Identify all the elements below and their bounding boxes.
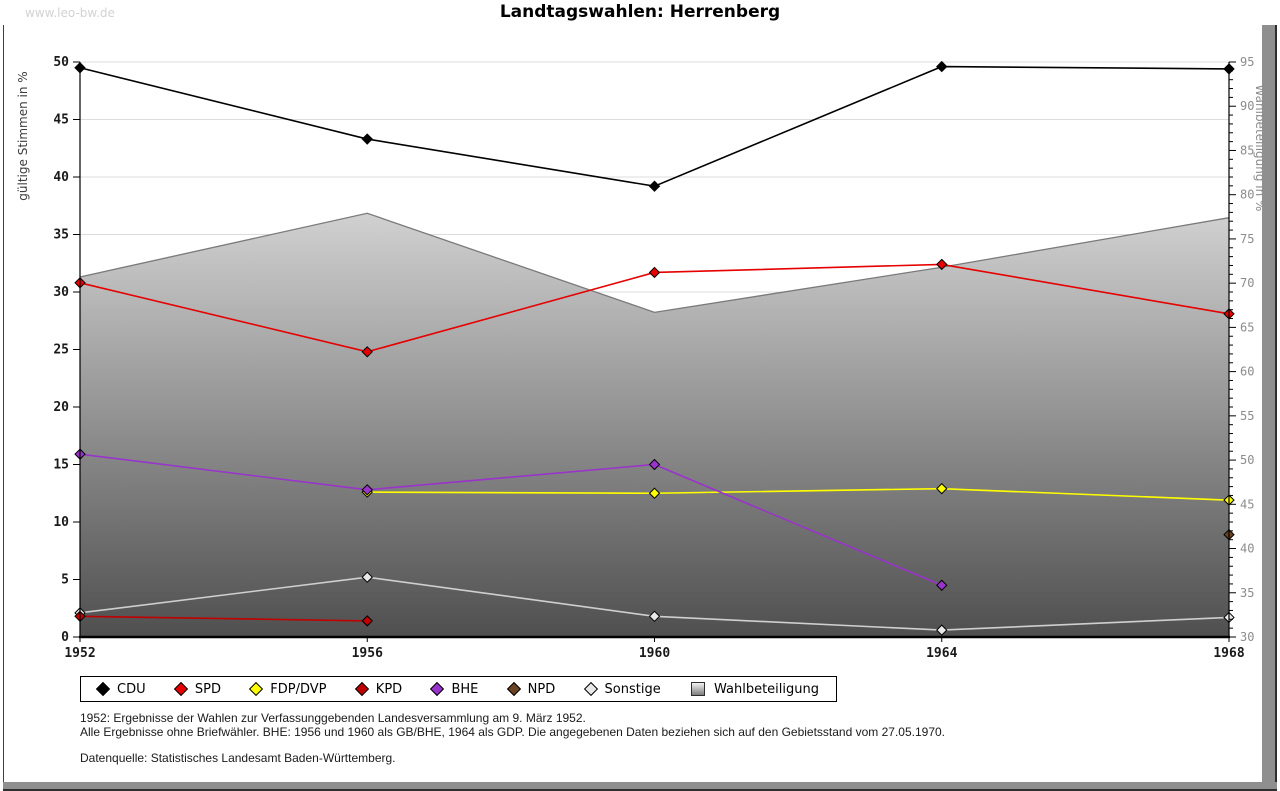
series-cdu [74,60,1235,192]
legend-item-bhe: BHE [430,681,479,697]
footnote-line-2: Alle Ergebnisse ohne Briefwähler. BHE: 1… [80,725,946,739]
svg-text:50: 50 [53,55,69,70]
fdpdvp-diamond-icon [249,681,264,697]
svg-text:45: 45 [53,113,69,128]
svg-text:70: 70 [1240,276,1254,290]
turnout-swatch-icon [690,682,705,696]
svg-text:0: 0 [61,630,69,645]
svg-text:30: 30 [53,285,69,300]
svg-text:80: 80 [1240,188,1254,202]
legend-label-spd: SPD [194,681,221,697]
svg-text:45: 45 [1240,497,1254,511]
footnotes: 1952: Ergebnisse der Wahlen zur Verfassu… [80,711,1200,765]
turnout-area [79,212,1230,637]
axes: 0 5 10 15 20 25 30 35 40 45 50 30 35 40 45 50 55 60 65 70 75… [53,55,1254,661]
svg-text:85: 85 [1240,143,1254,157]
svg-text:90: 90 [1240,99,1254,113]
legend-item-sonstige: Sonstige [583,681,661,697]
legend-item-spd: SPD [173,681,221,697]
legend-item-npd: NPD [506,681,556,697]
svg-text:40: 40 [53,170,69,185]
kpd-diamond-icon [354,681,369,697]
legend-label-wahlbeteiligung: Wahlbeteiligung [713,681,819,697]
legend-label-fdpdvp: FDP/DVP [270,681,327,697]
legend-item-kpd: KPD [354,681,403,697]
svg-text:75: 75 [1240,232,1254,246]
spd-diamond-icon [173,681,188,697]
sonstige-diamond-icon [583,681,598,697]
svg-text:10: 10 [53,515,69,530]
svg-text:15: 15 [53,458,69,473]
svg-text:65: 65 [1240,320,1254,334]
legend-item-fdpdvp: FDP/DVP [249,681,327,697]
horizontal-scrollbar[interactable] [3,782,1277,791]
frame-left-border [3,25,4,782]
legend-label-sonstige: Sonstige [604,681,661,697]
legend-label-bhe: BHE [451,681,479,697]
svg-text:35: 35 [1240,586,1254,600]
page-title: Landtagswahlen: Herrenberg [499,2,781,22]
svg-text:60: 60 [1240,365,1254,379]
svg-text:1968: 1968 [1213,646,1244,661]
footnote-line-1: 1952: Ergebnisse der Wahlen zur Verfassu… [80,711,586,725]
svg-text:25: 25 [53,343,69,358]
watermark: www.leo-bw.de [25,6,115,20]
svg-text:1964: 1964 [926,646,957,661]
svg-text:50: 50 [1240,453,1254,467]
npd-diamond-icon [506,681,521,697]
svg-text:55: 55 [1240,409,1254,423]
legend-item-cdu: CDU [95,681,146,697]
election-line-chart: 0 5 10 15 20 25 30 35 40 45 50 30 35 40 45 50 55 60 65 70 75… [16,55,1267,661]
svg-text:1956: 1956 [352,646,383,661]
svg-text:1960: 1960 [639,646,670,661]
series-sonstige [74,571,1235,636]
vertical-scrollbar[interactable] [1262,25,1277,782]
chart-legend: CDU SPD FDP/DVP KPD BHE NPD Sonstige Wahlbeteil… [80,676,837,702]
legend-label-cdu: CDU [117,681,146,697]
left-axis-title: gültige Stimmen in % [16,71,30,200]
bhe-diamond-icon [430,681,445,697]
cdu-diamond-icon [95,681,111,697]
svg-text:35: 35 [53,228,69,243]
data-source: Datenquelle: Statistisches Landesamt Bad… [80,751,396,765]
svg-text:20: 20 [53,400,69,415]
svg-text:95: 95 [1240,55,1254,69]
svg-text:40: 40 [1240,542,1254,556]
legend-label-npd: NPD [527,681,556,697]
legend-item-wahlbeteiligung: Wahlbeteiligung [690,681,819,697]
svg-text:30: 30 [1240,630,1254,644]
legend-label-kpd: KPD [375,681,403,697]
svg-text:5: 5 [61,573,69,588]
svg-text:1952: 1952 [64,646,95,661]
